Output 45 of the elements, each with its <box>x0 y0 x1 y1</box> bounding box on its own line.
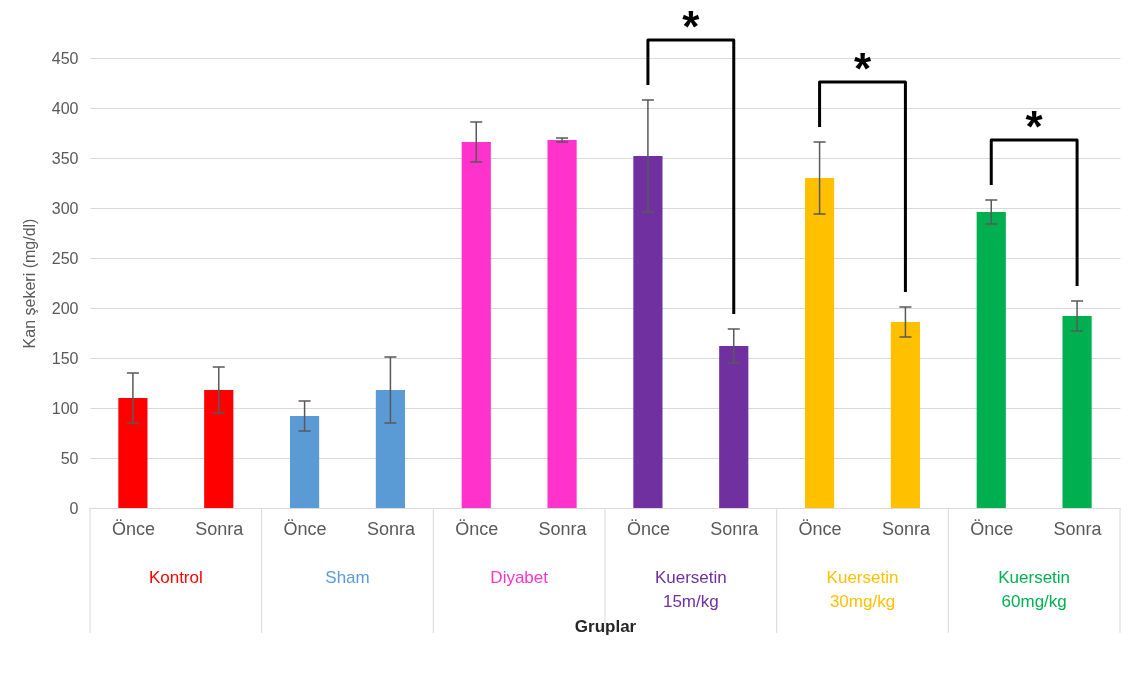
y-tick-label: 100 <box>51 399 79 417</box>
x-tick-label: Önce <box>970 518 1014 539</box>
x-tick-label: Sonra <box>538 518 588 539</box>
x-tick-label: Sonra <box>881 518 931 539</box>
bar <box>1062 316 1092 508</box>
text: Kontrol <box>148 568 203 587</box>
x-tick-label: Önce <box>455 518 499 539</box>
x-tick-label: Sonra <box>195 518 245 539</box>
text: Sham <box>325 568 370 587</box>
annotation: * <box>853 44 872 93</box>
x-tick-label: Sonra <box>366 518 416 539</box>
y-tick-label: 0 <box>69 499 79 517</box>
bar <box>719 346 749 508</box>
bar <box>976 212 1006 508</box>
text: Kuersetin 15m/kg <box>654 568 727 611</box>
y-tick-label: 150 <box>51 349 79 367</box>
bar <box>461 142 491 508</box>
bar <box>204 390 234 508</box>
bar <box>804 178 835 508</box>
x-tick-label: Önce <box>283 518 327 539</box>
bar <box>890 322 921 508</box>
x-tick-label: Önce <box>798 518 842 539</box>
bar <box>633 156 663 508</box>
y-tick-label: 450 <box>51 49 79 67</box>
text: Kuersetin 60mg/kg <box>998 568 1071 611</box>
x-tick-label: Sonra <box>710 518 760 539</box>
y-tick-label: 300 <box>51 199 79 217</box>
x-tick-label: Sonra <box>1053 518 1103 539</box>
bar <box>289 416 320 508</box>
y-tick-label: 350 <box>51 149 79 167</box>
bar <box>547 140 577 508</box>
text: Kuersetin 30mg/kg <box>826 568 899 611</box>
x-axis-title: Gruplar <box>574 616 637 636</box>
y-tick-label: 200 <box>51 299 79 317</box>
annotation: * <box>1025 102 1044 151</box>
y-tick-label: 250 <box>51 249 79 267</box>
y-tick-label: 400 <box>51 99 79 117</box>
y-tick-label: 50 <box>60 449 79 467</box>
bar <box>375 390 406 508</box>
bar <box>118 398 148 508</box>
y-axis-title: Kan şekeri (mg/dl) <box>20 218 38 349</box>
x-tick-label: Önce <box>626 518 670 539</box>
x-tick-label: Önce <box>111 518 155 539</box>
text: * <box>682 2 701 51</box>
text: Diyabet <box>490 568 549 587</box>
